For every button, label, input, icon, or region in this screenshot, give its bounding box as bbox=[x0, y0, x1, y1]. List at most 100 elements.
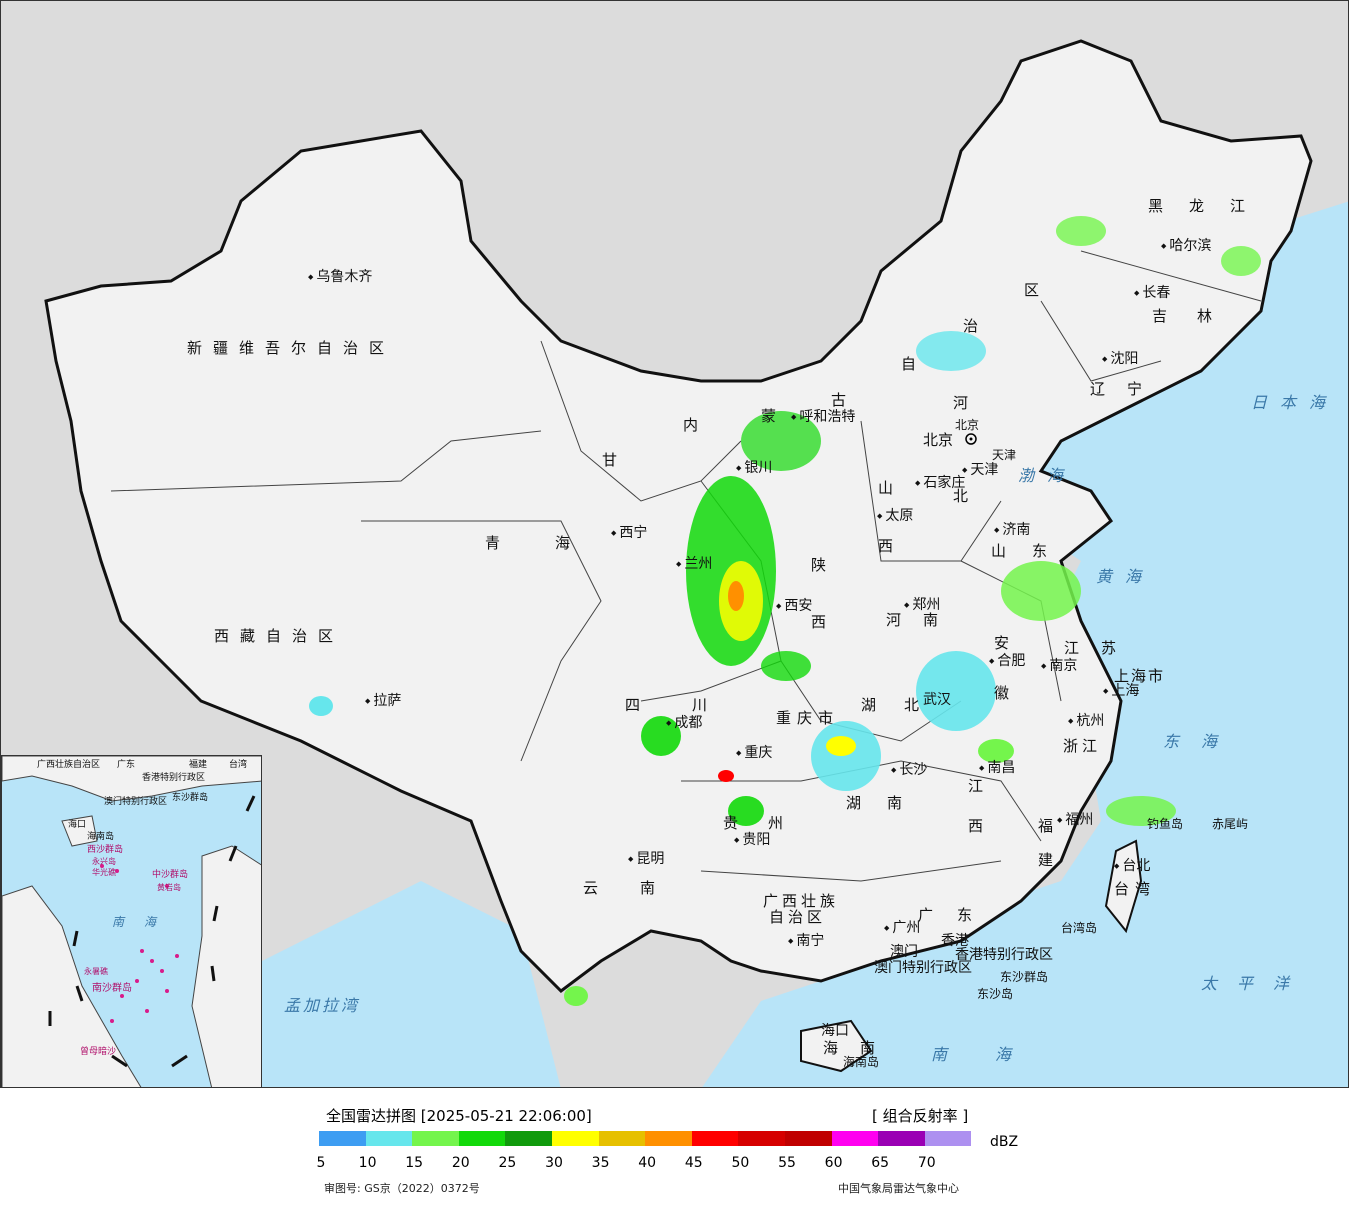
label-jian: 建 bbox=[1038, 851, 1065, 869]
label-bei: 北 bbox=[953, 487, 980, 505]
legend-product: [ 组合反射率 ] bbox=[872, 1107, 969, 1125]
city-lhasa: 拉萨 bbox=[365, 694, 401, 708]
colorbar-swatch bbox=[551, 1131, 599, 1146]
label-shaan: 陕 bbox=[811, 556, 838, 574]
inset-dongsha: 东沙群岛 bbox=[172, 793, 209, 803]
label-yunnan: 云南 bbox=[583, 879, 698, 897]
inset-guangdong: 广东 bbox=[117, 760, 136, 770]
colorbar-swatch bbox=[878, 1131, 925, 1146]
label-hainan-island: 海南岛 bbox=[843, 1055, 880, 1069]
colorbar-tick-label: 15 bbox=[405, 1155, 424, 1171]
legend-title: 全国雷达拼图 [2025-05-21 22:06:00] bbox=[326, 1107, 592, 1125]
label-zhejiang: 浙江 bbox=[1063, 737, 1102, 755]
colorbar-tick-label: 40 bbox=[638, 1155, 657, 1171]
label-dongsha-islands: 东沙群岛 bbox=[1000, 970, 1049, 984]
inset-zhongsha: 中沙群岛 bbox=[152, 870, 189, 880]
sea-japan: 日本海 bbox=[1251, 393, 1339, 412]
label-xi-shaanxi: 西 bbox=[811, 613, 838, 631]
label-taiwan: 台湾 bbox=[1114, 880, 1157, 898]
sea-south: 南海 bbox=[931, 1045, 1060, 1064]
label-chongqing: 重庆市 bbox=[776, 709, 840, 727]
colorbar-tick-label: 70 bbox=[917, 1155, 936, 1171]
source-credit: 中国气象局雷达气象中心 bbox=[838, 1182, 959, 1195]
inset-south-sea: 南海 bbox=[112, 915, 177, 929]
south-china-sea-inset: 广西壮族自治区 广东 福建 台湾 香港特别行政区 澳门特别行政区 东沙群岛 海口… bbox=[1, 755, 262, 1087]
colorbar-tick-label: 65 bbox=[871, 1155, 890, 1171]
inset-zengmu: 曾母暗沙 bbox=[80, 1047, 117, 1057]
label-fu: 福 bbox=[1038, 817, 1065, 835]
colorbar-swatch bbox=[505, 1131, 552, 1146]
city-xian: 西安 bbox=[776, 599, 812, 613]
inset-guangxi: 广西壮族自治区 bbox=[37, 760, 101, 770]
city-kunming: 昆明 bbox=[628, 852, 664, 866]
city-hefei: 合肥 bbox=[989, 654, 1025, 668]
colorbar-swatch bbox=[458, 1131, 506, 1146]
colorbar-swatch bbox=[924, 1131, 972, 1146]
city-nanning: 南宁 bbox=[788, 934, 824, 948]
city-chongqing: 重庆 bbox=[736, 746, 772, 760]
city-changsha: 长沙 bbox=[891, 763, 927, 777]
city-zhengzhou: 郑州 bbox=[904, 598, 940, 612]
sea-bohai: 渤海 bbox=[1018, 466, 1077, 485]
colorbar-tick-label: 35 bbox=[591, 1155, 610, 1171]
label-he: 河 bbox=[953, 394, 980, 412]
label-hu-hunan: 湖 bbox=[846, 794, 873, 812]
label-liaoning: 辽宁 bbox=[1090, 380, 1165, 398]
colorbar-swatch bbox=[738, 1131, 785, 1146]
inset-taiwan: 台湾 bbox=[229, 760, 248, 770]
colorbar-swatch bbox=[691, 1131, 739, 1146]
inset-haikou: 海口 bbox=[68, 820, 87, 830]
label-meng: 蒙 bbox=[761, 407, 788, 425]
colorbar-tick-label: 50 bbox=[731, 1155, 750, 1171]
colorbar-swatch bbox=[831, 1131, 879, 1146]
city-changchun: 长春 bbox=[1134, 286, 1170, 300]
label-macau-sar: 澳门特别行政区 bbox=[874, 960, 972, 976]
label-heilongjiang: 黑龙江 bbox=[1148, 197, 1272, 215]
city-taipei: 台北 bbox=[1114, 859, 1150, 873]
label-shan-shanxi: 山 bbox=[878, 479, 905, 497]
city-harbin: 哈尔滨 bbox=[1161, 239, 1211, 253]
label-shandong: 山东 bbox=[991, 542, 1074, 560]
colorbar-tick-label: 10 bbox=[358, 1155, 377, 1171]
sea-pacific: 太平洋 bbox=[1201, 974, 1310, 993]
radar-echoes bbox=[309, 216, 1261, 1006]
colorbar-tick-label: 45 bbox=[684, 1155, 703, 1171]
city-haikou: 海口 bbox=[821, 1023, 849, 1039]
city-lanzhou: 兰州 bbox=[676, 557, 712, 571]
label-hk-sar: 香港特别行政区 bbox=[955, 947, 1053, 963]
sea-yellow: 黄海 bbox=[1096, 567, 1155, 586]
city-hohhot: 呼和浩特 bbox=[791, 410, 855, 424]
colorbar-tick-label: 25 bbox=[498, 1155, 517, 1171]
label-nan-hunan: 南 bbox=[887, 794, 914, 812]
label-jiangsu: 江苏 bbox=[1064, 639, 1139, 657]
sea-bengal: 孟加拉湾 bbox=[284, 996, 361, 1015]
city-shijiazhuang: 石家庄 bbox=[915, 476, 965, 490]
label-hainan: 海南 bbox=[823, 1039, 898, 1057]
label-beijing-region: 北京 bbox=[955, 418, 980, 432]
colorbar-swatch bbox=[319, 1131, 366, 1146]
colorbar-swatch bbox=[365, 1131, 413, 1146]
city-shanghai: 上海 bbox=[1103, 684, 1139, 698]
city-chengdu: 成都 bbox=[666, 716, 702, 730]
label-henan: 河南 bbox=[886, 611, 961, 629]
inset-macau: 澳门特别行政区 bbox=[104, 797, 168, 807]
city-nanchang: 南昌 bbox=[979, 761, 1015, 775]
label-chiwei: 赤尾屿 bbox=[1212, 817, 1249, 831]
label-guizhou: 贵州 bbox=[723, 814, 814, 832]
city-nanjing: 南京 bbox=[1041, 659, 1077, 673]
label-xinjiang: 新疆维吾尔自治区 bbox=[187, 339, 396, 357]
label-xizang: 西藏自治区 bbox=[214, 627, 345, 645]
city-tianjin: 天津 bbox=[962, 463, 998, 477]
colorbar-tick-label: 5 bbox=[316, 1155, 326, 1171]
label-taiwan-island: 台湾岛 bbox=[1061, 921, 1098, 935]
colorbar-swatch bbox=[645, 1131, 692, 1146]
label-hubei: 湖北 bbox=[861, 696, 948, 714]
inset-fujian: 福建 bbox=[189, 760, 208, 770]
sea-east: 东海 bbox=[1163, 732, 1240, 751]
city-fuzhou: 福州 bbox=[1057, 813, 1093, 827]
colorbar-tick-label: 30 bbox=[545, 1155, 563, 1171]
label-shanghai: 上海市 bbox=[1114, 667, 1166, 685]
city-beijing: 北京 bbox=[923, 431, 954, 449]
city-urumqi: 乌鲁木齐 bbox=[308, 270, 372, 284]
colorbar-swatch bbox=[784, 1131, 832, 1146]
